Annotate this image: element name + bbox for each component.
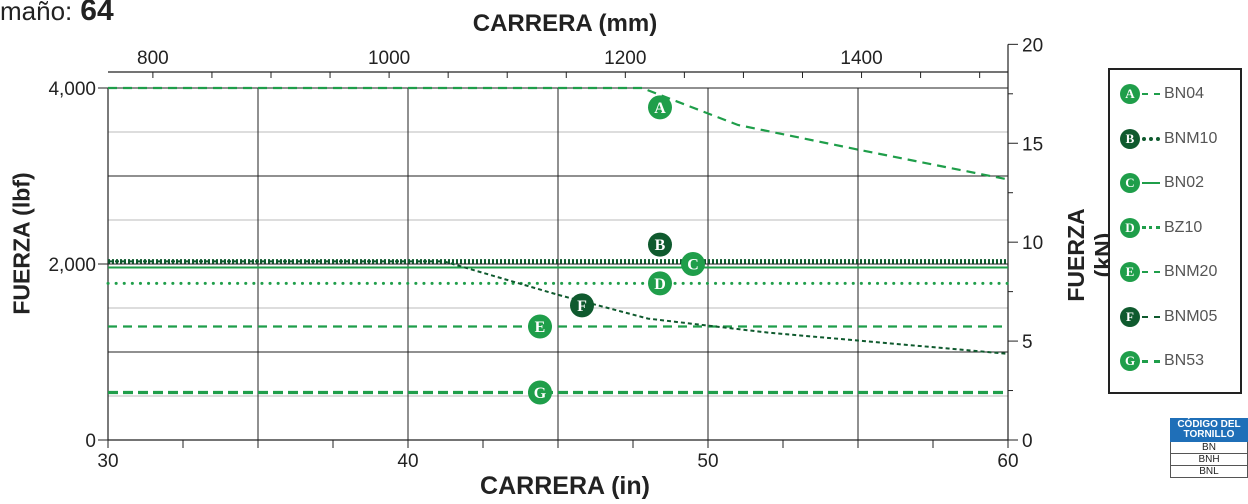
x-top-tick-label: 1000 xyxy=(368,48,410,69)
legend-line-swatch xyxy=(1142,182,1160,184)
legend-item: C BN02 xyxy=(1120,165,1204,201)
y-right-tick-label: 10 xyxy=(1022,233,1043,254)
series-badge-g xyxy=(528,380,552,405)
screw-code-table: CÓDIGO DEL TORNILLO BN BNH BNL xyxy=(1170,418,1248,478)
legend-badge: E xyxy=(1120,262,1140,282)
x-tick-label: 60 xyxy=(997,451,1018,472)
legend-badge: G xyxy=(1120,351,1140,371)
legend-badge: F xyxy=(1120,306,1140,327)
legend-item: E BNM20 xyxy=(1120,254,1217,290)
legend-badge: D xyxy=(1120,217,1140,238)
screw-table-header: CÓDIGO DEL TORNILLO xyxy=(1170,418,1248,442)
series-badge-b xyxy=(648,232,672,257)
legend-line-swatch xyxy=(1142,315,1160,318)
legend-label: BN04 xyxy=(1164,85,1205,102)
y-right-tick-label: 5 xyxy=(1022,332,1033,353)
series-badge-c xyxy=(681,252,705,276)
x-tick-label: 50 xyxy=(697,451,718,472)
legend-label: BNM20 xyxy=(1164,263,1218,280)
screw-table-cell: BNH xyxy=(1170,454,1248,466)
legend-item: A BN04 xyxy=(1120,76,1204,112)
y-tick-label: 2,000 xyxy=(48,255,96,276)
x-top-tick-label: 800 xyxy=(137,48,169,69)
y-tick-label: 0 xyxy=(85,431,96,452)
legend-line-swatch xyxy=(1142,226,1160,229)
series-badge-d xyxy=(648,271,672,296)
legend-line-swatch xyxy=(1142,136,1160,141)
series-badge-a xyxy=(648,95,672,120)
series-badge-label: F xyxy=(577,298,587,315)
legend-badge: A xyxy=(1120,84,1140,104)
y-axis-left-title: FUERZA (lbf) xyxy=(8,172,35,315)
legend-item: B BNM10 xyxy=(1120,121,1217,157)
series-badge-label: D xyxy=(654,276,666,293)
size-label: maño: 64 xyxy=(0,0,114,28)
x-axis-bottom-title: CARRERA (in) xyxy=(480,472,650,500)
legend-label: BNM05 xyxy=(1164,307,1218,325)
x-top-tick-label: 1200 xyxy=(604,48,646,69)
series-line-bn04 xyxy=(108,86,1009,181)
legend-item: G BN53 xyxy=(1120,343,1204,379)
y-right-tick-label: 20 xyxy=(1022,35,1043,56)
x-tick-label: 40 xyxy=(397,451,418,472)
screw-table-cell: BNL xyxy=(1170,466,1248,478)
legend-line-swatch xyxy=(1142,271,1160,273)
y-right-tick-label: 0 xyxy=(1022,431,1033,452)
legend-line-swatch xyxy=(1142,93,1160,95)
series-badge-f xyxy=(570,293,594,318)
legend-line-swatch xyxy=(1142,359,1160,363)
legend-label: BNM10 xyxy=(1164,129,1218,147)
legend-label: BZ10 xyxy=(1164,218,1203,236)
size-value: 64 xyxy=(80,0,114,27)
series-line-bnm05 xyxy=(108,260,1009,355)
legend-item: F BNM05 xyxy=(1120,299,1217,335)
legend: A BN04 B BNM10 C BN02 D BZ10 E BNM20 F BNM05 G BN53 xyxy=(1108,68,1242,394)
legend-badge: B xyxy=(1120,128,1140,149)
x-top-tick-label: 1400 xyxy=(840,48,882,69)
size-label-text: maño: xyxy=(0,0,73,26)
x-axis-top-title: CARRERA (mm) xyxy=(472,10,658,37)
legend-label: BN02 xyxy=(1164,174,1205,191)
series-badge-e xyxy=(528,314,552,339)
x-tick-label: 30 xyxy=(97,451,118,472)
series-badge-label: B xyxy=(655,237,666,254)
series-badge-label: G xyxy=(534,385,547,402)
series-badge-label: A xyxy=(654,100,666,117)
y-tick-label: 4,000 xyxy=(48,79,96,100)
legend-item: D BZ10 xyxy=(1120,210,1202,246)
series-badge-label: C xyxy=(687,257,699,274)
legend-label: BN53 xyxy=(1164,352,1205,369)
y-right-tick-label: 15 xyxy=(1022,134,1043,155)
series-badge-label: E xyxy=(535,319,546,336)
legend-badge: C xyxy=(1120,173,1140,193)
screw-table-cell: BN xyxy=(1170,442,1248,454)
